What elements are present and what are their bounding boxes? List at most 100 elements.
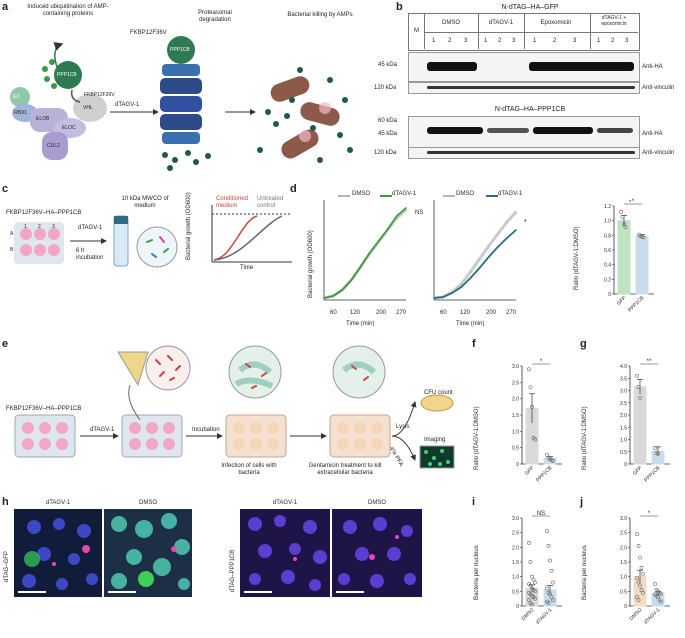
significance-label: * [632, 199, 635, 205]
category-label: DMSO [629, 607, 644, 622]
y-tick-label: 0 [624, 462, 627, 468]
panel-label-g: g [580, 338, 587, 350]
data-point [533, 589, 537, 594]
f-ylabel: Ratio (dTAGV-1:DMSO) [474, 406, 480, 470]
data-point [546, 601, 551, 605]
data-point [545, 586, 549, 591]
data-point [623, 225, 628, 230]
y-tick-label: 1.5 [512, 560, 519, 566]
eloc-label: ELOC [62, 125, 76, 131]
d-bar-star: * [629, 200, 632, 206]
d-xtick-120-a: 120 [350, 310, 361, 316]
d-ns-label: NS [415, 210, 424, 216]
b-kda-120-a: 120 kDa [374, 85, 397, 91]
point [496, 246, 499, 248]
y-tick-label: 0.2 [604, 277, 611, 283]
j-ylabel: Bacteria per nucleus [582, 545, 588, 600]
d-legend-dmso-1: DMSO [352, 191, 370, 197]
i-bar-chart: 0 0.5 1.0 1.5 2.0 2.5 3.0 DMSO dTAGV-1 NS [512, 511, 562, 626]
data-point [638, 395, 642, 400]
vhl-label: VHL [83, 105, 93, 111]
blot-ppp1cb-ha [408, 116, 640, 148]
data-point [551, 598, 555, 603]
y-tick-label: 2.5 [512, 380, 519, 386]
data-point [533, 596, 537, 601]
category-label: PPP1CB [535, 465, 554, 484]
data-point [641, 571, 645, 576]
a-illustration [10, 36, 353, 171]
c-arrow-1 [70, 238, 107, 244]
c-untreated-label: Untreated control [257, 196, 284, 209]
data-point [549, 568, 554, 573]
point [478, 267, 481, 269]
d-xlabel-1: Time (min) [346, 321, 375, 327]
h-label-dmso-1: DMSO [139, 500, 157, 506]
bar-gfp [633, 386, 647, 465]
b-ab-vinculin-1: Anti-vinculin [642, 85, 675, 91]
d-xtick-120-b: 120 [460, 310, 471, 316]
cul2-shape [42, 132, 68, 160]
point [460, 286, 463, 288]
d-line-chart-left [323, 200, 407, 301]
c-row-a: A [10, 231, 14, 237]
b-group-dmso: DMSO [442, 20, 460, 26]
point [506, 221, 508, 223]
d-ylabel: Bacterial growth (OD600) [308, 230, 314, 298]
panel-label-e: e [2, 338, 9, 350]
category-label: DMSO [521, 607, 536, 622]
fkbp12-label-top: FKBP12F36V [130, 30, 167, 36]
b-lane-11: 2 [611, 38, 615, 44]
d-bar-ylabel: Ratio (dTAGV-1:DMSO) [574, 226, 580, 290]
data-point [656, 451, 660, 456]
bar-gfp [617, 220, 631, 295]
point [405, 209, 407, 211]
point [386, 228, 389, 230]
y-tick-label: 2.5 [620, 531, 627, 537]
data-point [635, 373, 639, 378]
point [368, 252, 371, 254]
panel-label-b: b [396, 1, 403, 13]
b-title-ppp1cb: N-dTAG–HA–PPP1CB [494, 106, 566, 113]
data-point [635, 532, 639, 537]
significance-label: * [540, 359, 543, 365]
category-label: GFP [632, 465, 644, 477]
y-tick-label: 3.0 [512, 364, 519, 370]
b-lane-10: 1 [597, 38, 601, 44]
data-point [619, 209, 623, 214]
data-point [620, 215, 625, 219]
d-xtick-270-b: 270 [506, 310, 517, 316]
b-kda-45-b: 45 kDa [378, 131, 398, 137]
data-point [548, 558, 552, 563]
data-point [528, 385, 533, 390]
b-lane-9: 3 [573, 38, 577, 44]
data-point [635, 576, 639, 581]
data-point [530, 574, 534, 579]
c-col-3: 3 [52, 224, 55, 230]
category-label: GFP [616, 295, 628, 307]
y-tick-label: 0 [516, 604, 519, 610]
data-point [639, 565, 644, 570]
bar-ppp1cb [635, 235, 649, 295]
e-incubation-label: Incubation [192, 427, 220, 433]
dtag-arrow-label: dTAGV-1 [115, 102, 140, 108]
point [332, 295, 334, 297]
data-point [527, 541, 531, 545]
series-dtagv-1 [433, 229, 517, 299]
c-xlabel: Time [240, 265, 254, 271]
micrograph-gfp-dmso [104, 509, 192, 597]
data-point [533, 437, 537, 442]
point [515, 229, 517, 231]
y-tick-label: 0.4 [604, 263, 611, 269]
d-xtick-270-a: 270 [396, 310, 407, 316]
e-infection-label: Infection of cells with bacteria [221, 463, 277, 476]
c-incubation-label: 6 h incubation [76, 248, 104, 261]
ppp1cb-label: PPP1CB [57, 72, 77, 78]
series-dmso [433, 210, 518, 300]
y-tick-label: 1.5 [620, 560, 627, 566]
point [442, 296, 444, 298]
d-xlabel-2: Time (min) [456, 321, 485, 327]
y-tick-label: 0 [608, 292, 611, 298]
b-lane-3: 3 [464, 38, 468, 44]
point [487, 256, 490, 258]
point [377, 240, 380, 242]
